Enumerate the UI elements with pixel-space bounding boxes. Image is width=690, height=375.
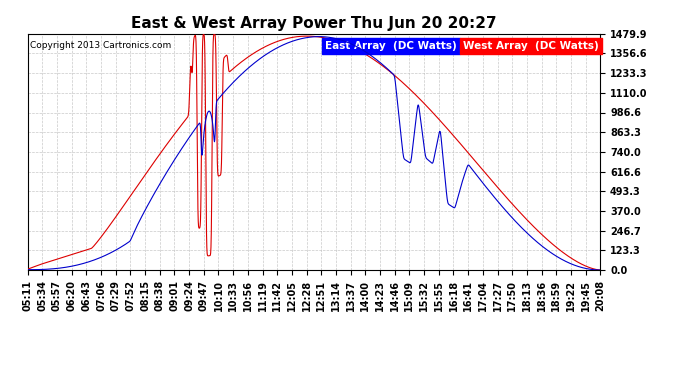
Title: East & West Array Power Thu Jun 20 20:27: East & West Array Power Thu Jun 20 20:27: [131, 16, 497, 31]
Text: Copyright 2013 Cartronics.com: Copyright 2013 Cartronics.com: [30, 41, 172, 50]
Text: East Array  (DC Watts): East Array (DC Watts): [326, 41, 457, 51]
Text: West Array  (DC Watts): West Array (DC Watts): [463, 41, 599, 51]
